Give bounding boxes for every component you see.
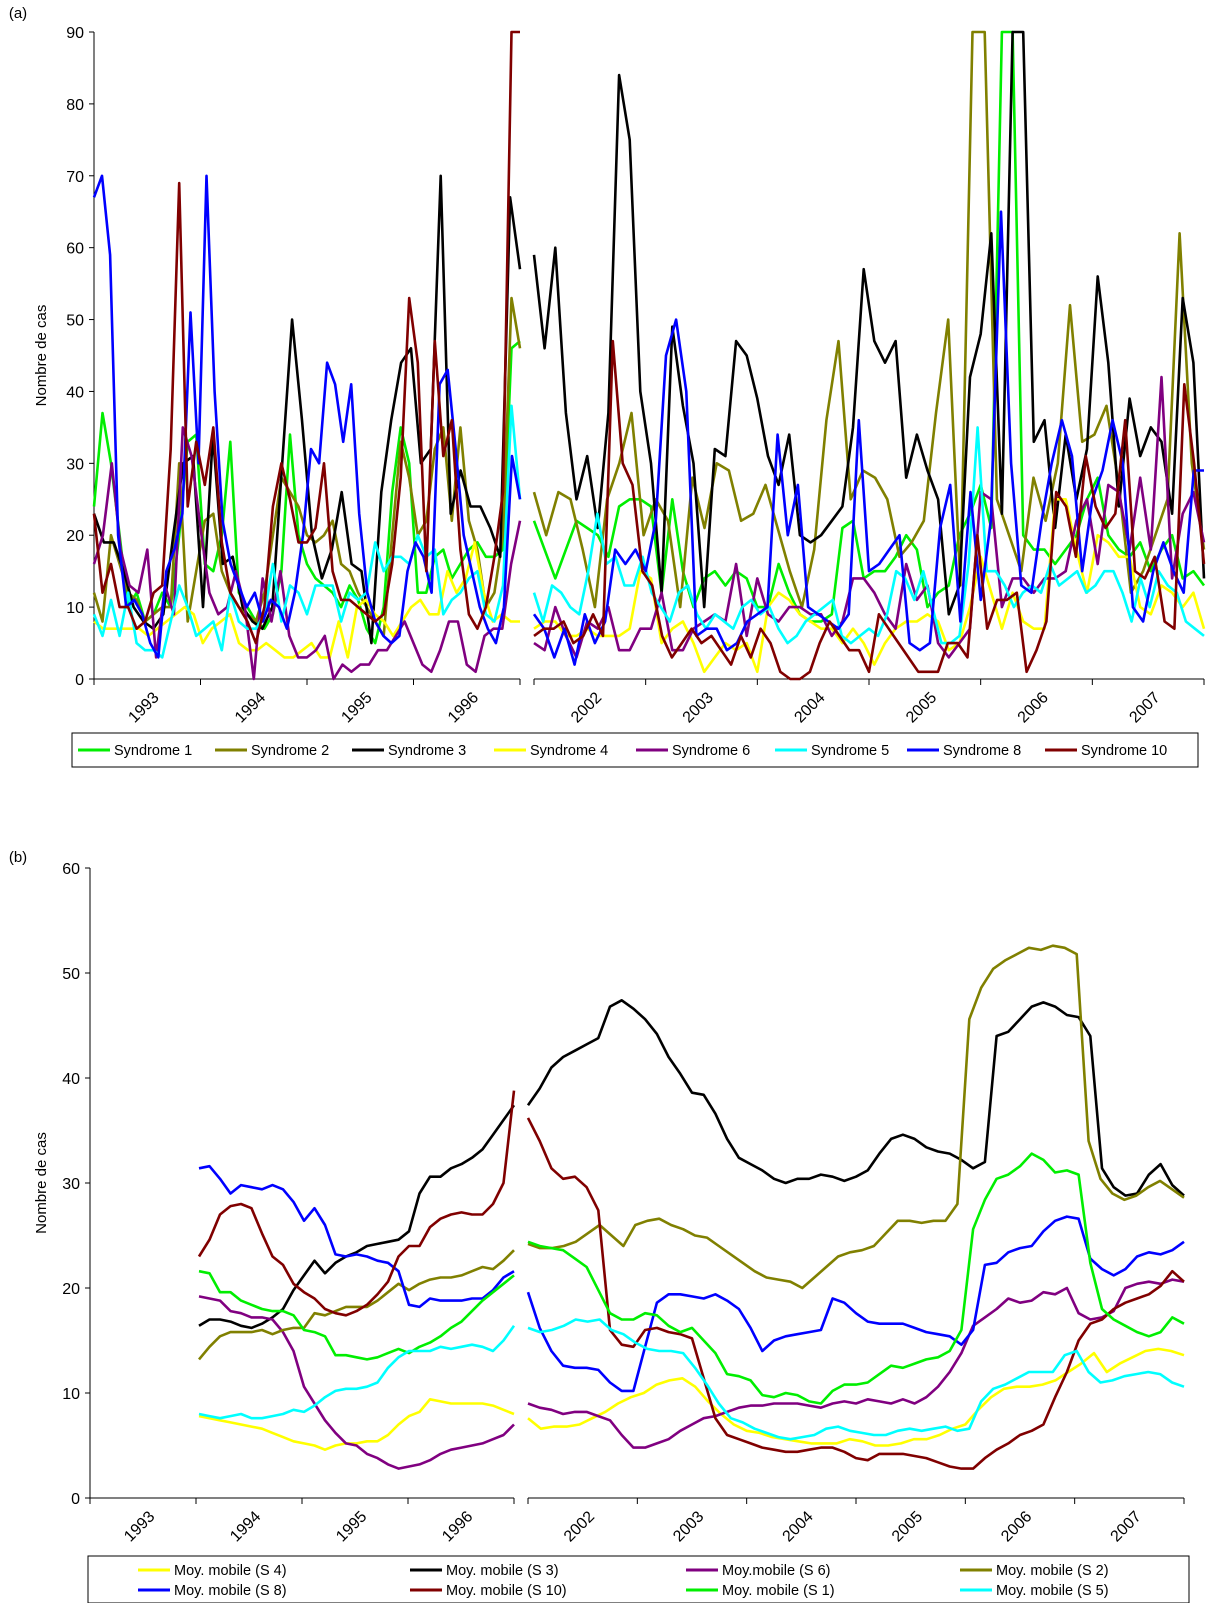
x-tick-label: 2007 — [1126, 689, 1163, 726]
x-tick-label: 1995 — [333, 1508, 370, 1545]
y-tick-label: 80 — [66, 97, 84, 114]
x-tick-label: 1995 — [338, 689, 375, 726]
x-tick-label: 1993 — [121, 1508, 158, 1545]
legend-label: Syndrome 3 — [388, 743, 466, 759]
series-line-s8 — [198, 1164, 515, 1309]
legend-label: Syndrome 8 — [943, 743, 1021, 759]
x-tick-label: 1993 — [125, 689, 162, 726]
series-line-s3 — [532, 30, 1206, 616]
series-line-s2 — [198, 1249, 515, 1361]
x-tick-label: 2003 — [670, 1508, 707, 1545]
legend-box — [87, 1555, 1190, 1603]
x-tick-label: 2006 — [998, 1508, 1035, 1545]
series-line-s1 — [527, 1152, 1185, 1405]
x-tick-label: 1996 — [445, 689, 482, 726]
y-tick-label: 10 — [66, 600, 84, 617]
x-tick-label: 1994 — [227, 1508, 264, 1545]
x-tick-label: 2003 — [680, 689, 717, 726]
x-tick-label: 1996 — [439, 1508, 476, 1545]
y-axis-label: Nombre de cas — [33, 1132, 50, 1234]
legend-label: Syndrome 1 — [114, 743, 192, 759]
series-line-s1 — [198, 1269, 515, 1361]
series-line-s6 — [527, 1278, 1185, 1449]
y-tick-label: 20 — [62, 1281, 80, 1298]
legend-label: Moy. mobile (S 8) — [174, 1583, 287, 1599]
series-line-s10 — [197, 1090, 516, 1317]
series-line-s5 — [92, 404, 522, 659]
y-tick-label: 60 — [66, 241, 84, 258]
y-tick-label: 50 — [62, 966, 80, 983]
legend-label: Moy. mobile (S 2) — [996, 1563, 1109, 1579]
series-line-s3 — [92, 174, 522, 645]
series-line-s8 — [532, 210, 1204, 666]
x-tick-label: 2006 — [1015, 689, 1052, 726]
x-tick-label: 2005 — [889, 1508, 926, 1545]
legend-label: Moy. mobile (S 10) — [446, 1583, 567, 1599]
legend-label: Moy. mobile (S 3) — [446, 1563, 559, 1579]
series-line-s4 — [527, 1347, 1185, 1447]
legend-label: Syndrome 4 — [530, 743, 608, 759]
y-tick-label: 30 — [66, 456, 84, 473]
y-tick-label: 70 — [66, 169, 84, 186]
panel-label: (b) — [9, 849, 27, 866]
legend-label: Syndrome 6 — [672, 743, 750, 759]
y-tick-label: 90 — [66, 25, 84, 42]
series-line-s5 — [198, 1325, 516, 1420]
series-line-s10 — [92, 30, 520, 645]
panel-a: (a) 0 10 20 30 40 50 60 70 80 90 Nombre de cas 1993 1… — [9, 5, 1206, 768]
x-tick-label: 2005 — [903, 689, 940, 726]
x-tick-label: 2004 — [780, 1508, 817, 1545]
series-line-s6 — [533, 375, 1206, 659]
x-tick-label: 2002 — [568, 689, 605, 726]
series-line-s2 — [527, 944, 1185, 1290]
y-tick-label: 50 — [66, 313, 84, 330]
y-tick-label: 60 — [62, 861, 80, 878]
panel-label: (a) — [9, 5, 27, 22]
y-tick-label: 10 — [62, 1386, 80, 1403]
series-line-s3 — [526, 998, 1185, 1197]
legend-box — [71, 732, 1199, 768]
x-tick-label: 2002 — [561, 1508, 598, 1545]
series-line-s3 — [198, 1104, 516, 1330]
y-axis-label: Nombre de cas — [33, 305, 50, 407]
series-line-s2 — [532, 30, 1206, 609]
y-tick-label: 0 — [71, 1491, 80, 1508]
y-tick-label: 20 — [66, 528, 84, 545]
legend-label: Syndrome 10 — [1081, 743, 1167, 759]
panel-b: (b) 0 10 20 30 40 50 60 Nombre de cas 1993 1994 199… — [9, 849, 1190, 1603]
x-tick-label: 2004 — [791, 689, 828, 726]
series-line-s8 — [526, 1215, 1185, 1393]
legend-label: Moy. mobile (S 1) — [722, 1583, 835, 1599]
y-tick-label: 30 — [62, 1176, 80, 1193]
series-line-s8 — [92, 174, 522, 659]
x-tick-label: 2007 — [1108, 1508, 1145, 1545]
legend-label: Syndrome 2 — [251, 743, 329, 759]
y-tick-label: 0 — [75, 672, 84, 689]
series-line-s10 — [526, 1117, 1185, 1470]
legend-label: Moy. mobile (S 5) — [996, 1583, 1109, 1599]
series-line-s10 — [533, 339, 1206, 681]
legend-label: Moy. mobile (S 4) — [174, 1563, 287, 1579]
legend-label: Moy.mobile (S 6) — [722, 1563, 831, 1579]
x-tick-label: 1994 — [232, 689, 269, 726]
series-line-s6 — [198, 1295, 515, 1470]
series-line-s4 — [93, 541, 520, 659]
y-tick-label: 40 — [66, 384, 84, 401]
series-line-s4 — [198, 1398, 515, 1451]
legend-label: Syndrome 5 — [811, 743, 889, 759]
y-tick-label: 40 — [62, 1071, 80, 1088]
series-line-s5 — [527, 1318, 1185, 1441]
